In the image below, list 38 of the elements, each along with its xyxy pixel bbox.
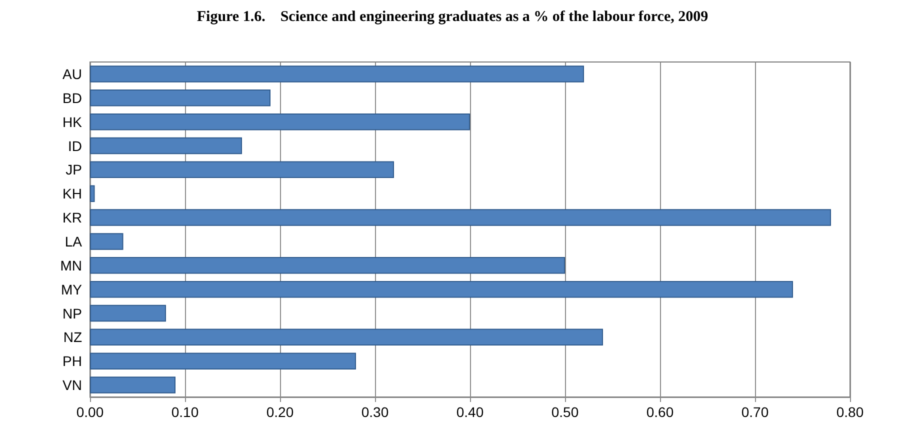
y-tick-label: KR <box>62 210 82 226</box>
x-tick-label: 0.00 <box>76 404 104 420</box>
y-tick-label: KH <box>62 186 82 202</box>
y-tick-label: MN <box>60 257 82 274</box>
x-tick-label: 0.70 <box>741 404 769 420</box>
x-tick-label: 0.40 <box>456 404 484 420</box>
x-tick-label: 0.10 <box>171 404 199 420</box>
bar <box>90 90 270 106</box>
bar <box>90 376 176 394</box>
x-tick-label: 0.50 <box>551 404 579 420</box>
bar <box>90 66 584 82</box>
y-tick-label: MY <box>61 281 83 298</box>
bar <box>90 304 166 322</box>
y-tick-label: NP <box>62 305 82 322</box>
bar <box>90 137 242 154</box>
y-tick-label: LA <box>64 233 83 250</box>
bar <box>90 233 124 250</box>
y-tick-label: VN <box>62 377 82 394</box>
x-tick-label: 0.30 <box>361 404 389 420</box>
chart-title: Figure 1.6. Science and engineering graduates as a % of the labour force, 2009 <box>196 8 710 27</box>
x-tick-label: 0.20 <box>266 404 294 420</box>
bar <box>90 161 394 178</box>
bar <box>90 257 565 274</box>
y-tick-label: ID <box>68 138 82 154</box>
y-tick-label: NZ <box>63 329 82 346</box>
bar <box>90 352 356 370</box>
y-tick-label: JP <box>66 162 82 178</box>
bar <box>90 113 470 130</box>
y-tick-label: HK <box>62 114 83 130</box>
y-tick-label: BD <box>62 90 82 106</box>
bar <box>90 185 95 202</box>
bar <box>90 328 603 346</box>
bar <box>90 209 831 226</box>
y-tick-label: PH <box>62 353 82 370</box>
x-tick-label: 0.80 <box>836 404 864 420</box>
y-tick-label: AU <box>62 66 82 82</box>
bar <box>90 280 793 298</box>
x-tick-label: 0.60 <box>646 404 674 420</box>
